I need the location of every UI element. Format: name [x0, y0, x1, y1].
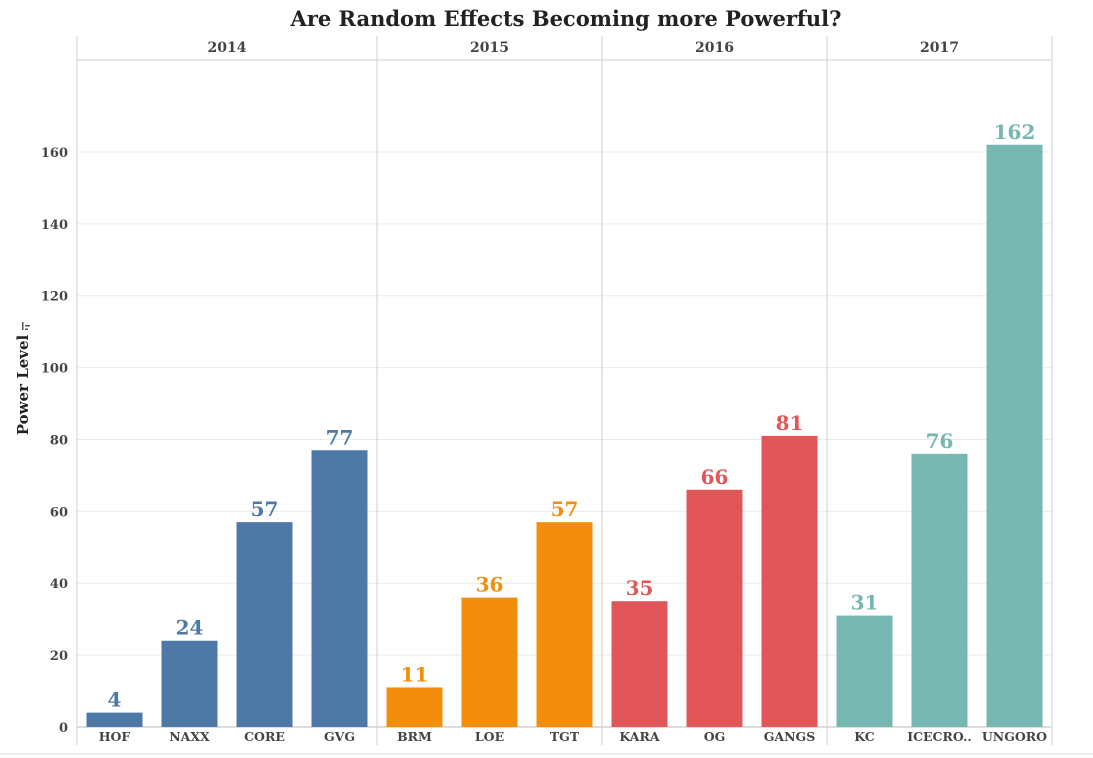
x-tick-label: CORE	[244, 729, 285, 744]
x-tick-label: TGT	[550, 729, 580, 744]
sort-icon[interactable]	[22, 322, 30, 330]
data-label: 11	[401, 662, 429, 686]
x-tick-label: BRM	[397, 729, 432, 744]
y-tick-label: 80	[50, 433, 68, 448]
data-label: 66	[701, 465, 729, 489]
y-tick-label: 0	[59, 721, 68, 736]
bar-tgt[interactable]	[536, 522, 593, 727]
x-tick-label: LOE	[475, 729, 504, 744]
bar-loe[interactable]	[461, 597, 518, 727]
bar-brm[interactable]	[386, 687, 443, 727]
data-label: 31	[851, 591, 879, 615]
panel-header-2017: 2017	[920, 40, 959, 56]
y-tick-label: 120	[41, 290, 68, 305]
bar-kara[interactable]	[611, 601, 668, 727]
bar-core[interactable]	[236, 522, 293, 727]
panel-header-2016: 2016	[695, 40, 734, 56]
y-axis-label: Power Level	[14, 334, 32, 435]
data-label: 35	[626, 576, 654, 600]
y-tick-label: 100	[41, 362, 68, 377]
bar-naxx[interactable]	[161, 640, 218, 727]
y-tick-label: 60	[50, 505, 68, 520]
data-label: 36	[476, 573, 504, 597]
x-tick-label: OG	[704, 729, 726, 744]
x-tick-label: HOF	[99, 729, 131, 744]
data-label: 4	[108, 688, 122, 712]
x-tick-label: UNGORO	[982, 729, 1047, 744]
y-tick-label: 40	[50, 577, 68, 592]
data-label: 76	[926, 429, 954, 453]
data-label: 162	[994, 120, 1036, 144]
panel-header-2015: 2015	[470, 40, 509, 56]
x-tick-label: ICECRO..	[907, 729, 972, 744]
x-tick-label: GVG	[324, 729, 355, 744]
y-tick-label: 140	[41, 218, 68, 233]
x-tick-label: NAXX	[169, 729, 210, 744]
x-tick-label: KARA	[619, 729, 659, 744]
bar-hof[interactable]	[86, 712, 143, 727]
y-tick-label: 160	[41, 146, 68, 161]
x-tick-label: GANGS	[764, 729, 816, 744]
chart-title: Are Random Effects Becoming more Powerfu…	[290, 6, 842, 31]
data-label: 24	[176, 616, 204, 640]
bar-ungoro[interactable]	[986, 144, 1043, 728]
bar-og[interactable]	[686, 489, 743, 727]
data-label: 57	[551, 497, 579, 521]
data-label: 57	[251, 497, 279, 521]
x-tick-label: KC	[854, 729, 875, 744]
bar-gangs[interactable]	[761, 435, 818, 727]
data-label: 77	[326, 425, 354, 449]
bar-icecro-[interactable]	[911, 453, 968, 727]
bar-kc[interactable]	[836, 615, 893, 727]
bar-gvg[interactable]	[311, 450, 368, 727]
data-label: 81	[776, 411, 804, 435]
panel-header-2014: 2014	[208, 40, 247, 56]
y-tick-label: 20	[50, 649, 68, 664]
